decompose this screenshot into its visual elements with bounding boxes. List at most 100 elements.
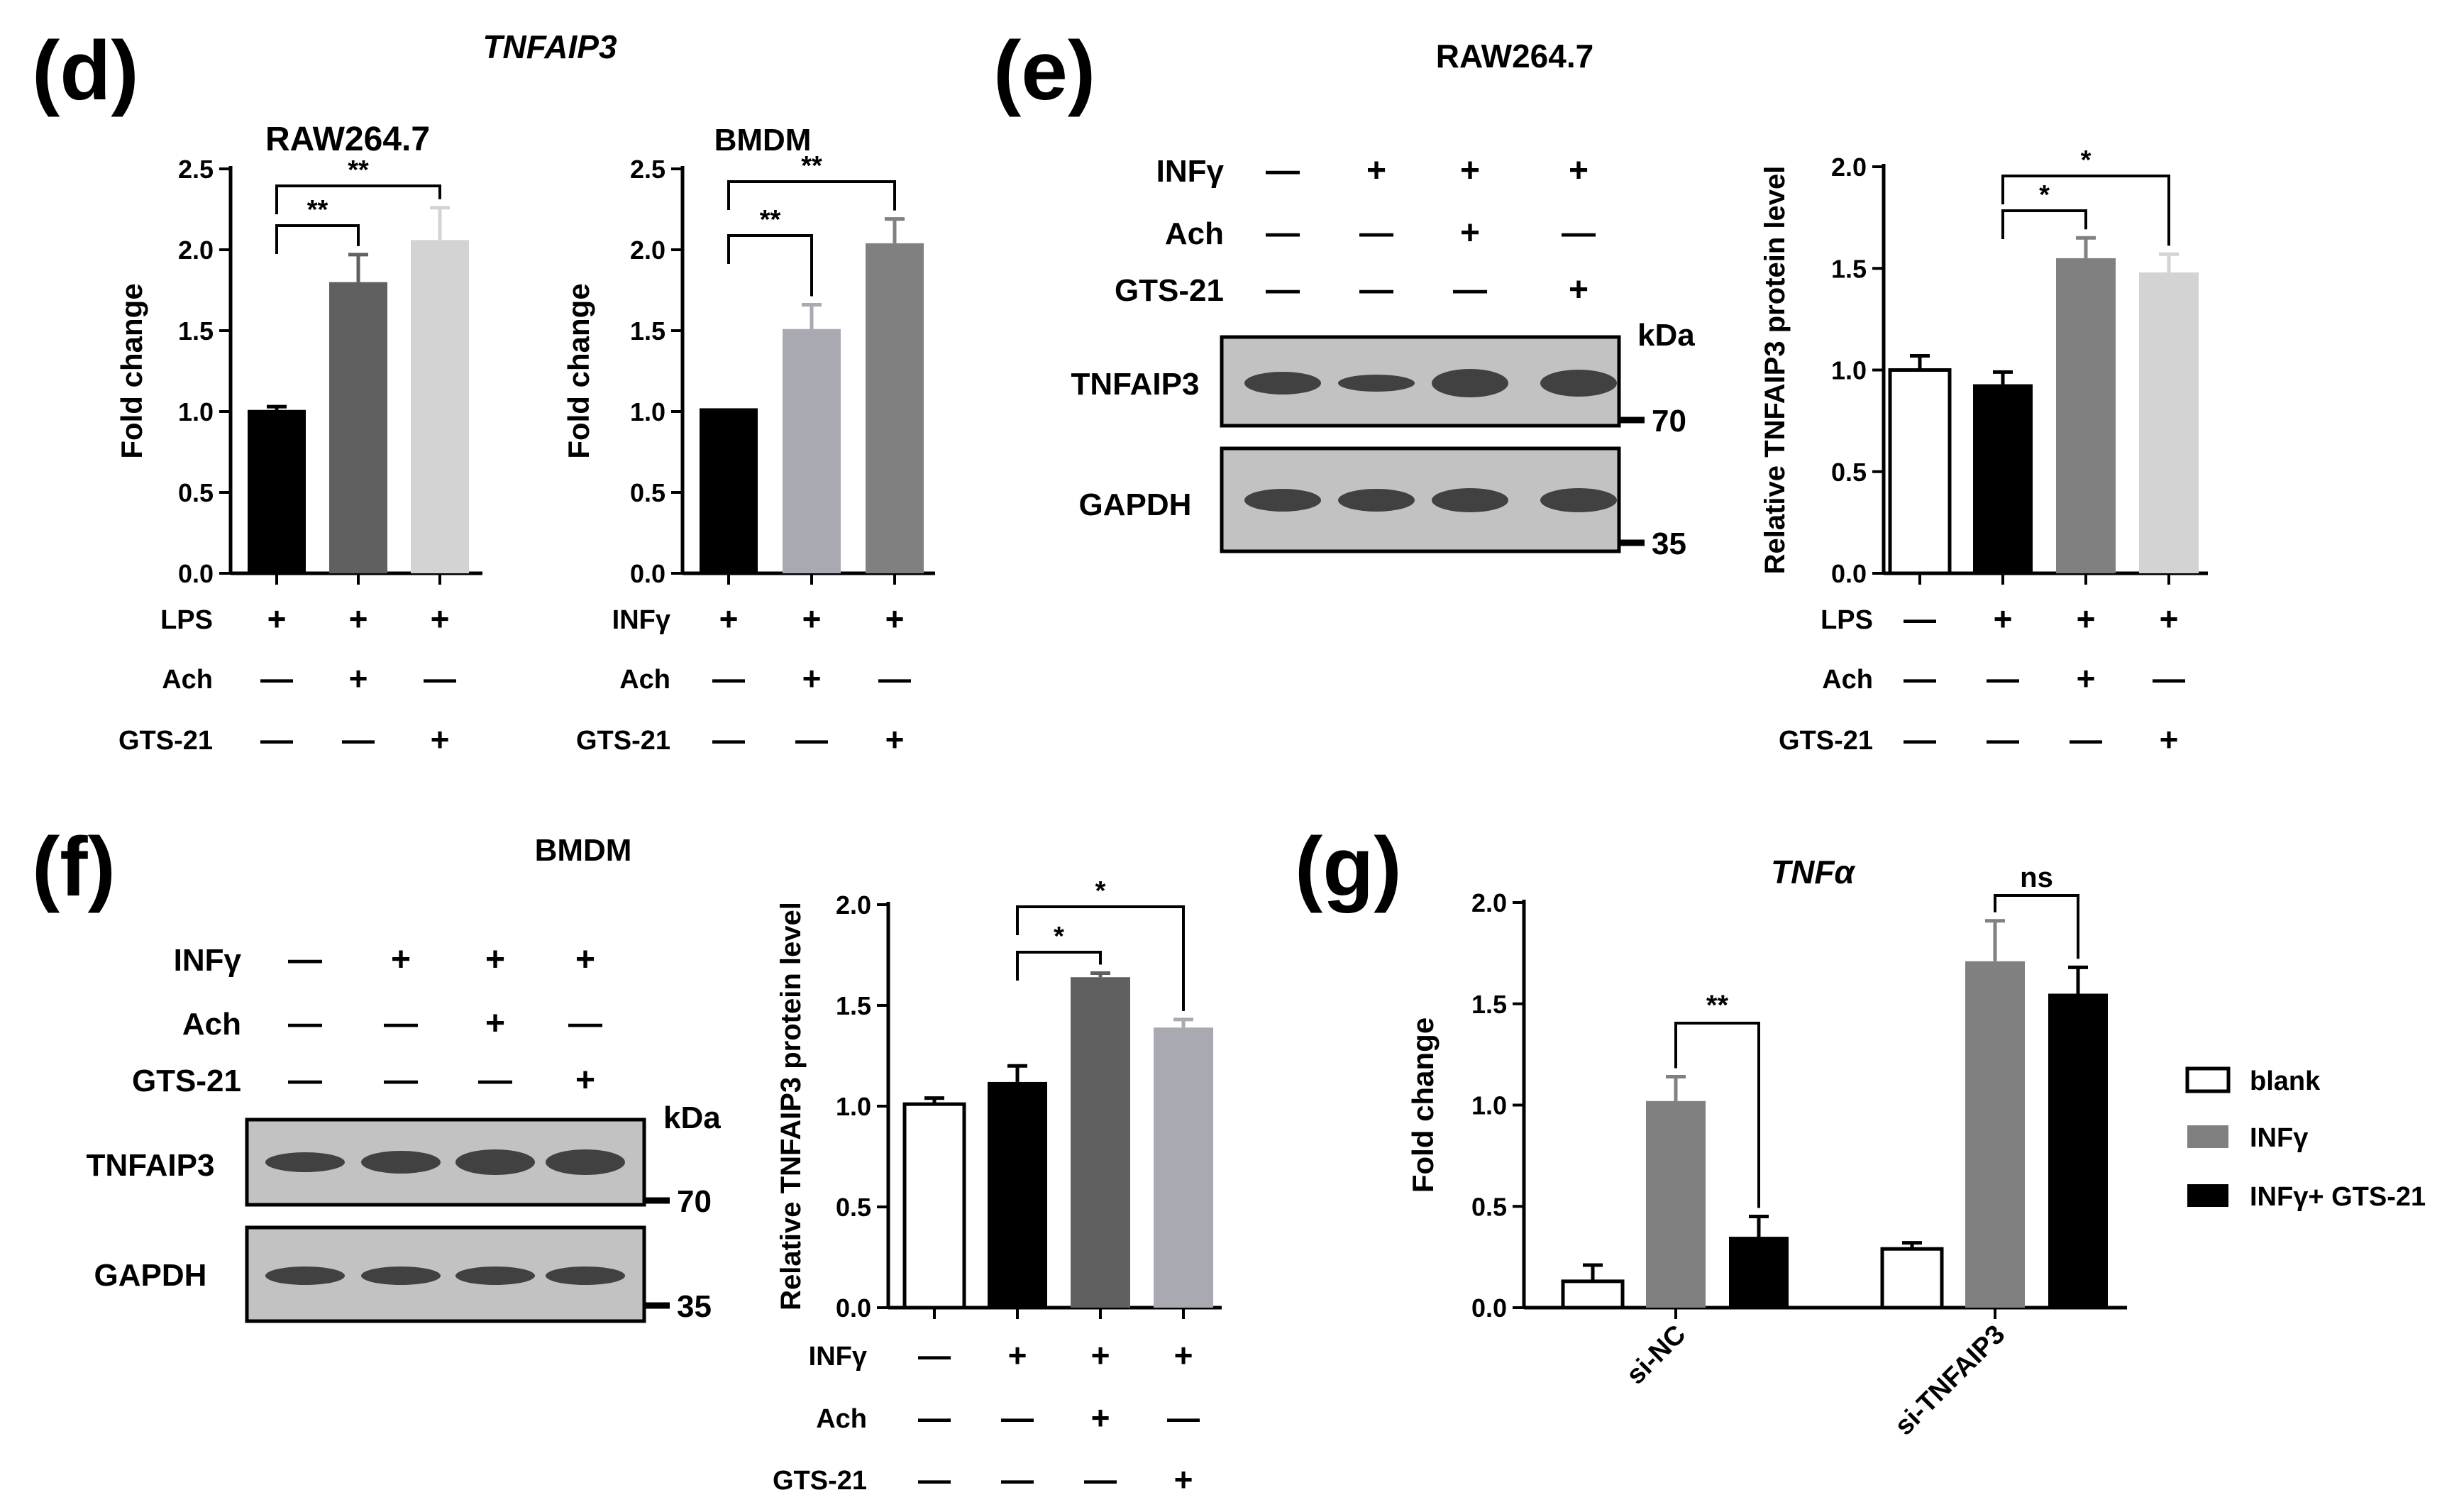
chart-d-bmdm: 0.0 0.5 1.0 1.5 2.0 2.5 Fold change ** ** INFγ + + +… [562, 151, 935, 758]
treatment-sign: + [267, 600, 287, 637]
treatment-label: GTS-21 [118, 726, 213, 756]
chart-e-protein-level: 0.0 0.5 1.0 1.5 2.0 Relative TNFAIP3 protein … [1759, 145, 2208, 758]
significance-bracket [1016, 905, 1185, 1011]
kda-label: kDa [663, 1100, 721, 1135]
treatment-sign: + [1091, 1337, 1110, 1374]
bar [411, 240, 469, 573]
blot-treatment-sign: — [288, 1005, 322, 1042]
treatment-sign: + [1091, 1399, 1110, 1436]
legend-swatch [2187, 1125, 2228, 1148]
y-tick-label: 0.5 [1471, 1192, 1507, 1221]
blot-treatment-sign: — [384, 1061, 418, 1099]
panel-label-d: (d) [32, 24, 139, 118]
legend-label: blank [2250, 1066, 2321, 1096]
y-tick-label: 2.0 [836, 890, 871, 920]
x-tick-label: si-TNFAIP3 [1889, 1320, 2011, 1442]
blot-treatment-sign: — [1266, 271, 1300, 309]
bar [1071, 977, 1130, 1308]
treatment-sign: — [1001, 1399, 1034, 1436]
blot-band [1244, 372, 1321, 394]
blot-band [546, 1267, 625, 1285]
significance-label: * [2081, 145, 2092, 175]
treatment-label: INFγ [809, 1342, 867, 1372]
treatment-sign: — [712, 660, 745, 697]
blot-treatment-label: INFγ [1156, 154, 1225, 189]
blot-band [361, 1267, 441, 1285]
treatment-sign: + [1008, 1337, 1027, 1374]
bar [2056, 258, 2116, 573]
y-tick-label: 1.5 [1831, 254, 1867, 283]
blot-band [1540, 488, 1617, 512]
western-blot-e: INFγ — + + + Ach — — + — GTS-21 — — — + TNFAIP3 GAPDH kDa… [1071, 152, 1696, 561]
marker-label: 35 [677, 1289, 712, 1324]
treatment-sign: — [2153, 660, 2185, 697]
treatment-label: INFγ [612, 605, 670, 635]
y-tick-label: 2.0 [1831, 153, 1867, 182]
treatment-sign: + [349, 660, 368, 697]
y-tick-label: 0.5 [630, 478, 665, 507]
treatment-sign: — [1904, 721, 1936, 758]
treatment-label: LPS [1821, 605, 1873, 635]
blot-protein-label: TNFAIP3 [1071, 367, 1200, 402]
significance-label: * [1095, 876, 1106, 906]
treatment-sign: + [2160, 721, 2179, 758]
significance-bracket [1994, 894, 2079, 959]
treatment-sign: + [2077, 660, 2096, 697]
chart-d2-title: BMDM [714, 123, 812, 158]
y-axis-label: Relative TNFAIP3 protein level [1759, 166, 1791, 575]
y-axis-label: Fold change [562, 283, 595, 458]
blot-treatment-label: INFγ [174, 943, 242, 978]
bar [2139, 272, 2199, 573]
significance-bracket [727, 180, 896, 211]
blot-treatment-sign: + [1460, 152, 1480, 189]
treatment-sign: — [918, 1461, 951, 1498]
blot-band [1338, 489, 1415, 512]
blot-treatment-sign: — [384, 1005, 418, 1042]
bar [1965, 961, 2025, 1308]
treatment-sign: — [878, 660, 911, 697]
treatment-sign: + [431, 600, 450, 637]
blot-treatment-sign: — [1359, 214, 1393, 252]
treatment-sign: + [1174, 1461, 1193, 1498]
blot-treatment-sign: — [1266, 152, 1300, 189]
blot-band [546, 1149, 625, 1175]
y-tick-label: 1.0 [1471, 1091, 1507, 1120]
y-tick-label: 0.5 [178, 478, 214, 507]
panel-label-e: (e) [993, 24, 1095, 118]
y-axis-label: Fold change [115, 283, 148, 458]
blot-treatment-label: GTS-21 [1115, 273, 1224, 308]
y-tick-label: 0.5 [1831, 458, 1867, 487]
treatment-sign: + [885, 600, 905, 637]
y-tick-label: 1.0 [1831, 356, 1867, 385]
treatment-label: Ach [1822, 665, 1873, 695]
panel-d-gene-title: TNFAIP3 [482, 28, 617, 65]
panel-label-g: (g) [1295, 820, 1402, 914]
treatment-sign: + [802, 660, 822, 697]
legend-label: INFγ [2250, 1123, 2308, 1153]
y-axis-label: Relative TNFAIP3 protein level [775, 902, 807, 1310]
treatment-sign: + [1174, 1337, 1193, 1374]
panel-f-cell-title: BMDM [535, 833, 632, 868]
treatment-sign: — [1904, 600, 1936, 637]
blot-band [1432, 488, 1508, 512]
treatment-sign: — [424, 660, 456, 697]
y-tick-label: 2.5 [630, 155, 665, 184]
blot-treatment-sign: — [1266, 214, 1300, 252]
bar [988, 1081, 1047, 1308]
bar [1888, 368, 1952, 575]
bar [2048, 993, 2108, 1308]
treatment-label: GTS-21 [1779, 726, 1873, 756]
treatment-sign: + [719, 600, 739, 637]
significance-bracket [727, 234, 813, 297]
blot-band [361, 1151, 441, 1174]
y-tick-label: 0.0 [178, 559, 214, 588]
treatment-sign: — [712, 721, 745, 758]
significance-bracket [1674, 1022, 1760, 1208]
significance-bracket [2001, 175, 2170, 246]
bar [1880, 1247, 1944, 1310]
significance-bracket [1016, 951, 1102, 981]
blot-treatment-sign: — [1562, 214, 1596, 252]
significance-label: ** [348, 155, 369, 185]
treatment-sign: + [885, 721, 905, 758]
